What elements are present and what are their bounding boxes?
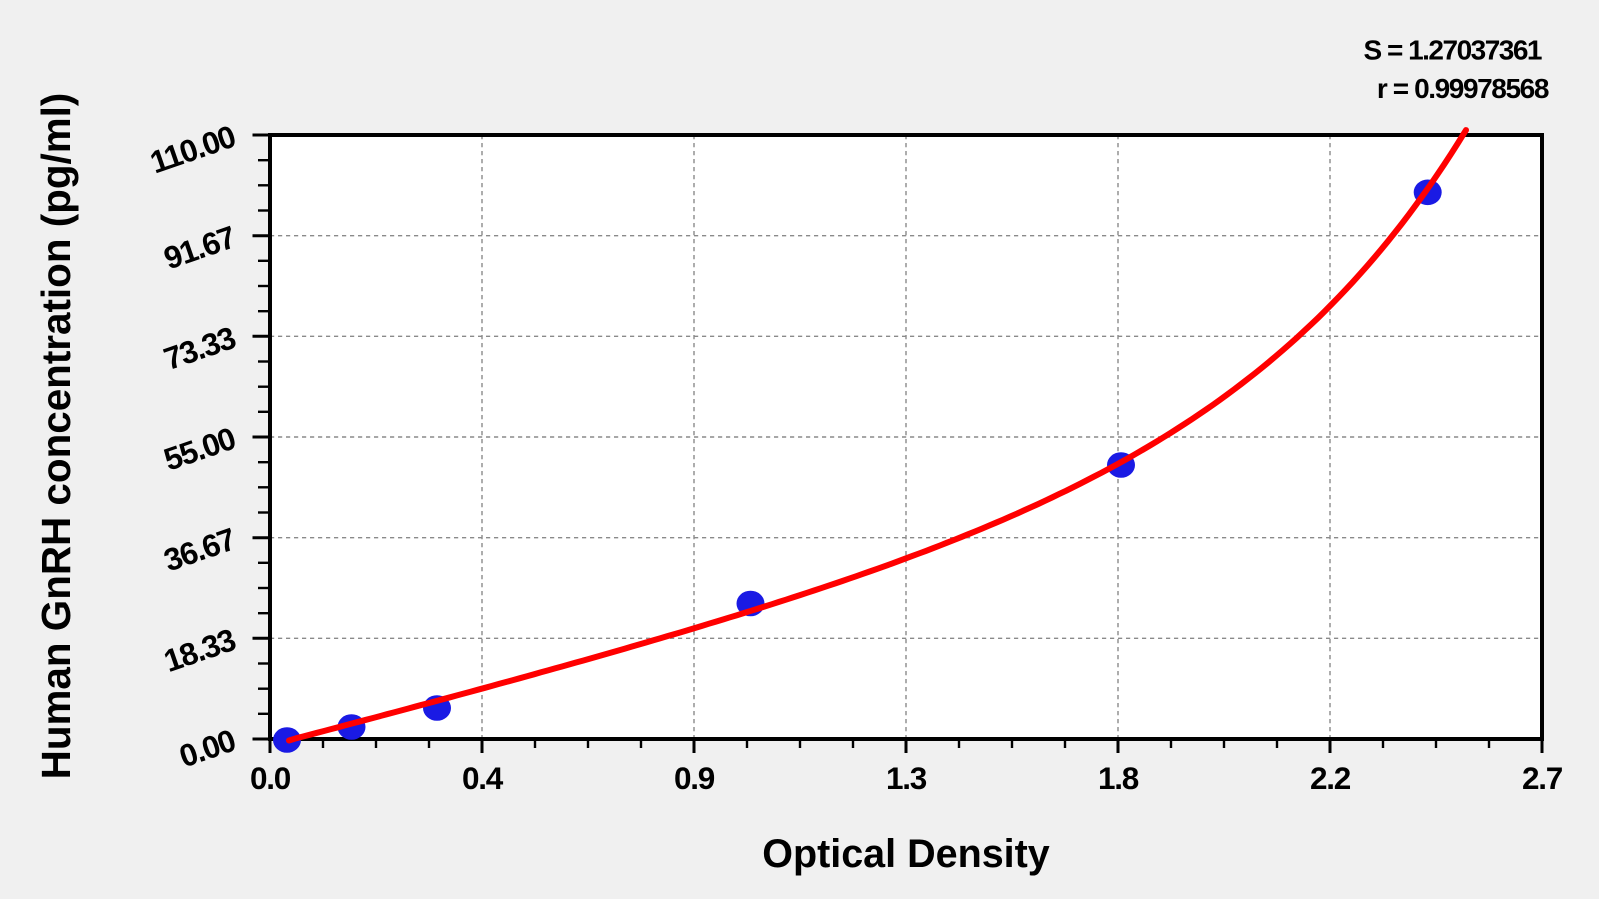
svg-text:0.4: 0.4 — [462, 760, 504, 796]
svg-text:Optical Density: Optical Density — [762, 832, 1050, 876]
svg-text:Human GnRH concentration (pg/m: Human GnRH concentration (pg/ml) — [33, 93, 79, 780]
svg-text:1.8: 1.8 — [1098, 760, 1139, 796]
svg-text:2.2: 2.2 — [1310, 760, 1351, 796]
svg-text:0.9: 0.9 — [674, 760, 715, 796]
svg-text:r = 0.99978568: r = 0.99978568 — [1377, 73, 1549, 104]
svg-text:S = 1.27037361: S = 1.27037361 — [1363, 35, 1541, 66]
svg-text:0.0: 0.0 — [250, 760, 291, 796]
svg-text:1.3: 1.3 — [886, 760, 927, 796]
svg-text:2.7: 2.7 — [1522, 760, 1563, 796]
